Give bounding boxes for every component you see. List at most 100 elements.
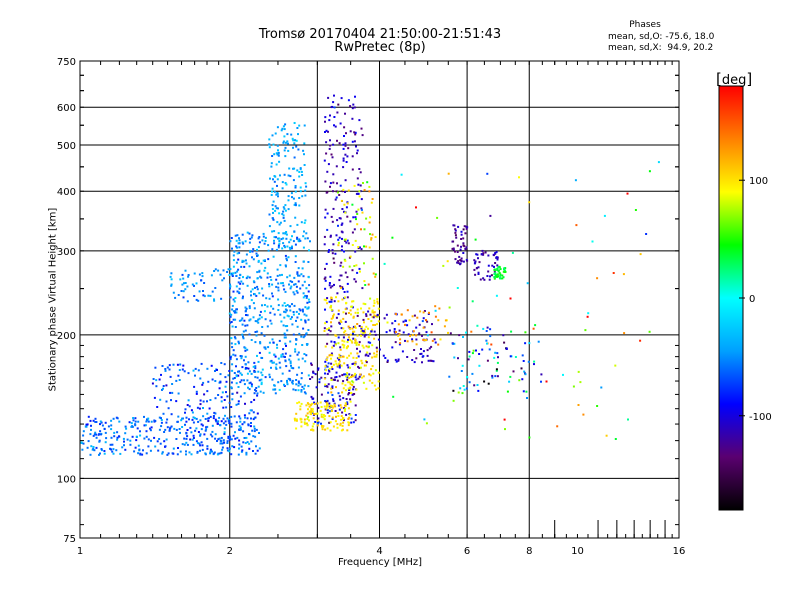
data-point (545, 380, 548, 383)
data-point (277, 289, 280, 292)
data-point (98, 433, 101, 436)
data-point (242, 260, 245, 263)
data-point (421, 334, 423, 337)
data-point (235, 239, 238, 242)
data-point (295, 379, 298, 381)
data-point (201, 424, 204, 427)
data-point (192, 369, 195, 372)
data-point (332, 363, 335, 366)
data-point (246, 441, 249, 444)
data-point (99, 430, 102, 433)
data-point (347, 381, 350, 384)
data-point (286, 314, 289, 317)
data-point (235, 261, 238, 264)
data-point (340, 364, 343, 367)
data-point (339, 348, 342, 351)
data-point (368, 221, 371, 224)
data-point (168, 364, 171, 367)
data-point (302, 246, 305, 249)
data-point (364, 354, 367, 357)
data-point (337, 244, 340, 247)
data-point (372, 324, 375, 326)
data-point (242, 276, 244, 279)
data-point (340, 327, 343, 330)
data-point (648, 170, 651, 173)
data-point (347, 424, 350, 427)
data-point (271, 230, 274, 233)
data-point (283, 149, 286, 152)
data-point (443, 325, 446, 328)
data-point (103, 450, 106, 452)
data-point (220, 436, 223, 439)
data-point (342, 346, 345, 349)
data-point (230, 415, 233, 418)
data-point (284, 325, 287, 328)
data-point (359, 184, 362, 187)
data-point (353, 140, 356, 143)
data-point (188, 418, 190, 421)
data-point (258, 447, 261, 450)
data-point (488, 348, 491, 351)
data-point (306, 343, 309, 346)
data-point (276, 153, 279, 156)
data-point (110, 436, 113, 439)
data-point (348, 388, 351, 391)
data-point (356, 213, 359, 215)
data-point (329, 182, 332, 185)
data-point (273, 180, 276, 183)
data-point (298, 274, 301, 277)
data-point (160, 419, 163, 421)
data-point (348, 392, 350, 394)
data-point (193, 295, 196, 297)
data-point (300, 221, 303, 224)
data-point (347, 417, 350, 420)
data-point (323, 235, 326, 238)
data-point (351, 393, 354, 396)
data-point (295, 427, 298, 430)
data-point (254, 341, 257, 344)
data-point (415, 338, 418, 341)
data-point (354, 326, 357, 329)
data-point (357, 192, 360, 195)
data-point (175, 400, 178, 403)
data-point (115, 416, 118, 419)
data-point (486, 275, 489, 277)
data-point (358, 325, 361, 327)
data-point (234, 326, 237, 328)
data-point (228, 312, 231, 315)
data-point (345, 398, 348, 400)
data-point (253, 361, 256, 364)
data-point (346, 290, 349, 293)
data-point (374, 324, 377, 326)
data-point (343, 340, 346, 343)
data-point (229, 283, 231, 286)
data-point (320, 376, 323, 379)
data-point (297, 351, 300, 354)
data-point (329, 275, 332, 278)
data-point (339, 286, 342, 289)
data-point (496, 273, 499, 276)
data-point (286, 140, 289, 143)
data-point (260, 262, 263, 265)
colorbar-tick-label: 0 (749, 294, 755, 305)
data-point (400, 313, 403, 316)
data-point (172, 363, 175, 366)
data-point (413, 361, 416, 364)
data-point (367, 310, 370, 313)
data-point (241, 259, 244, 262)
data-point (229, 358, 232, 361)
data-point (505, 348, 508, 350)
data-point (373, 384, 376, 387)
data-point (237, 268, 240, 271)
data-point (363, 328, 366, 331)
data-point (242, 242, 245, 245)
data-point (326, 356, 329, 359)
data-point (229, 240, 232, 243)
data-point (397, 358, 400, 361)
chart-subtitle: RwPretec (8p) (334, 40, 426, 55)
data-point (241, 449, 244, 452)
data-point (376, 298, 379, 301)
data-point (291, 235, 293, 238)
data-point (540, 380, 542, 383)
data-point (357, 183, 360, 186)
